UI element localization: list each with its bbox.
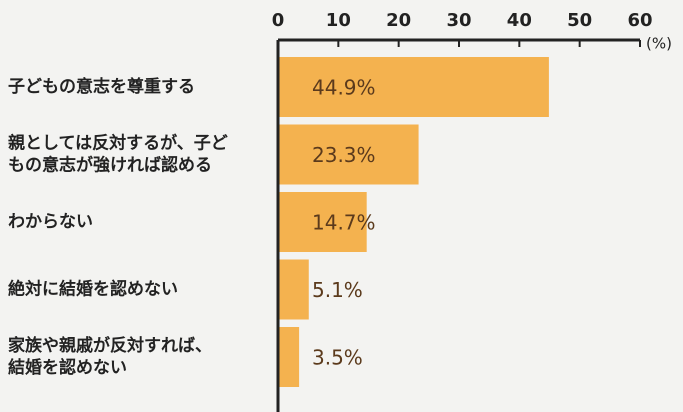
bar [278, 124, 419, 185]
x-tick-label: 50 [567, 10, 592, 31]
category-label: 親としては反対するが、子ど [8, 133, 228, 154]
x-tick-label: 30 [446, 10, 471, 31]
category-label: もの意志が強ければ認める [8, 155, 212, 176]
bar [278, 327, 300, 387]
category-label: 結婚を認めない [8, 357, 127, 378]
x-tick-label: 60 [627, 10, 652, 31]
bar [278, 192, 367, 252]
value-label: 5.1% [312, 278, 363, 302]
x-tick-label: 20 [386, 10, 411, 31]
value-label: 23.3% [312, 143, 376, 167]
bar [278, 57, 549, 117]
category-label: 子どもの意志を尊重する [8, 76, 195, 97]
category-label: 絶対に結婚を認めない [8, 279, 178, 300]
x-unit-label: (%) [646, 35, 672, 53]
category-label: 家族や親戚が反対すれば、 [8, 335, 212, 356]
category-label: わからない [8, 212, 93, 232]
x-tick-label: 10 [326, 10, 351, 31]
value-label: 44.9% [312, 76, 376, 100]
x-tick-label: 40 [507, 10, 532, 31]
value-label: 14.7% [312, 211, 376, 235]
bar [278, 259, 309, 320]
x-tick-label: 0 [272, 10, 285, 31]
value-label: 3.5% [312, 346, 363, 370]
